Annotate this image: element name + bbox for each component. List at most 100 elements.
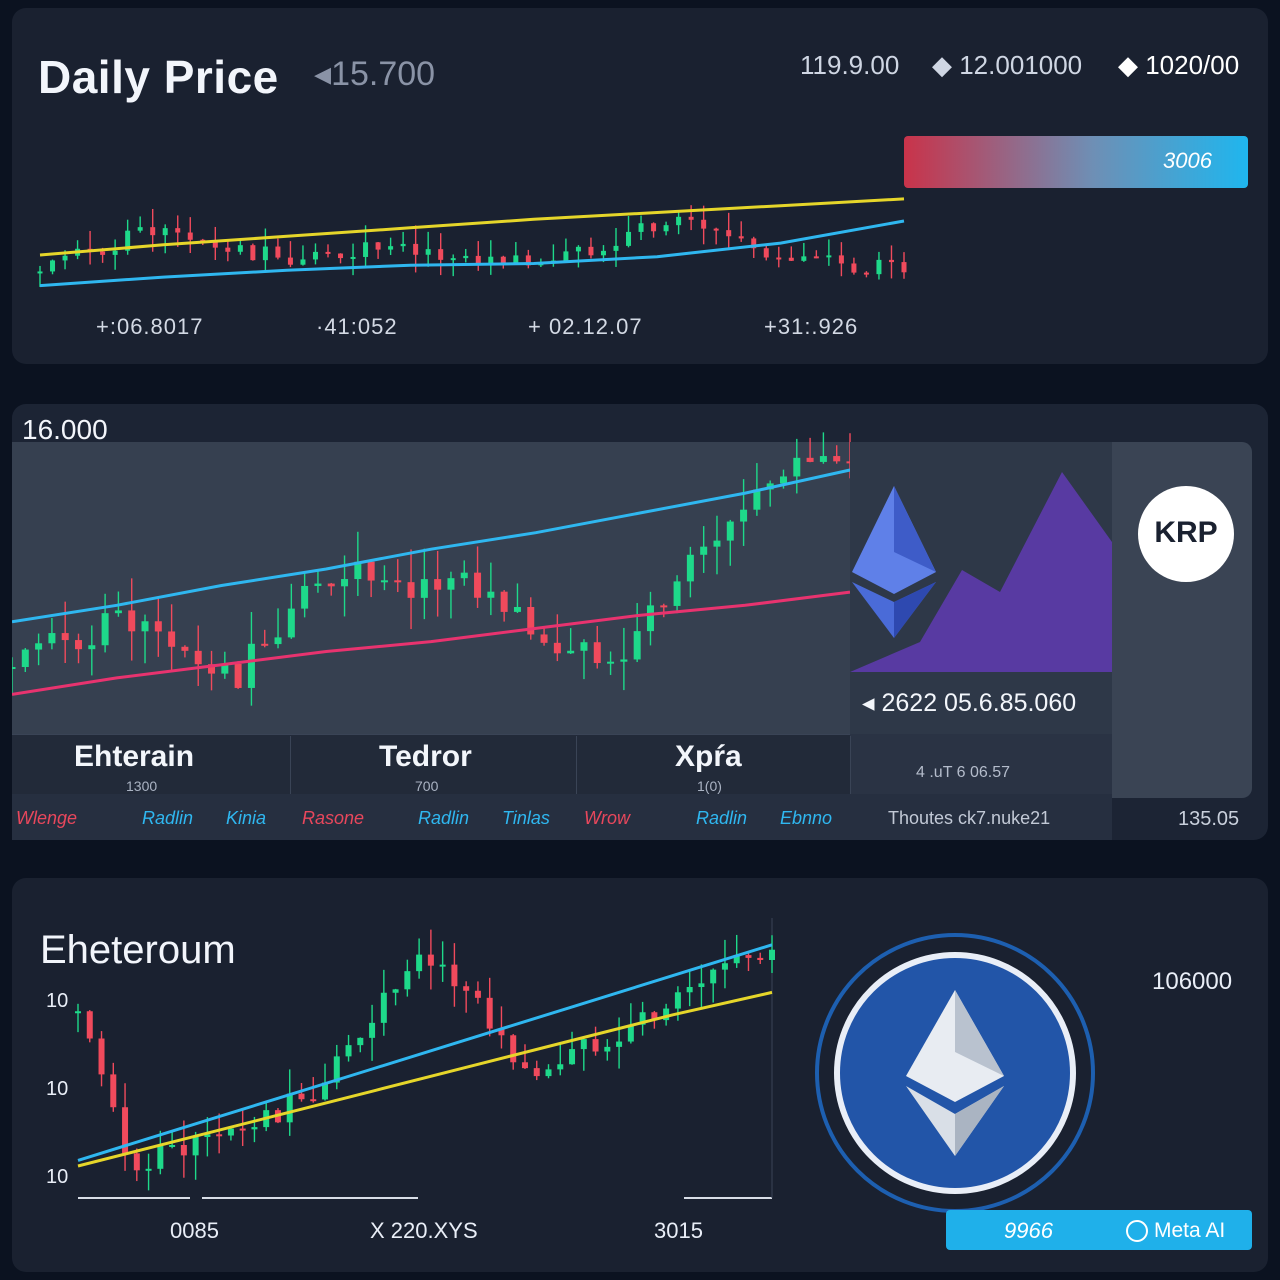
candle-body bbox=[338, 253, 344, 259]
candle-body bbox=[100, 251, 106, 255]
candle-body bbox=[12, 667, 16, 670]
panel-title: Daily Price bbox=[38, 51, 279, 103]
candle-body bbox=[545, 1069, 552, 1077]
candle-body bbox=[286, 1093, 293, 1123]
tab-tedror[interactable]: Tedror 700 bbox=[291, 736, 577, 794]
candle-body bbox=[367, 561, 375, 581]
candle-body bbox=[569, 1049, 576, 1065]
legend-3b: Radlin bbox=[696, 808, 748, 828]
candle-body bbox=[162, 228, 168, 236]
axis-top-label: 16.000 bbox=[22, 414, 108, 445]
meta-ai-button[interactable]: 9966 Meta AI bbox=[946, 1210, 1252, 1250]
legend-1a: Wlenge bbox=[16, 808, 78, 828]
candle-body bbox=[375, 242, 381, 250]
krp-badge[interactable]: KRP bbox=[1138, 486, 1234, 582]
current-price: ◂15.700 bbox=[314, 55, 436, 93]
trend-line bbox=[12, 468, 851, 624]
candle-body bbox=[404, 971, 411, 990]
candle-body bbox=[325, 251, 331, 254]
candle-body bbox=[301, 585, 309, 609]
candle-body bbox=[540, 634, 548, 643]
candle-body bbox=[168, 631, 176, 647]
candle-body bbox=[688, 216, 694, 220]
footer-note: Thoutes ck7.nuke21 bbox=[888, 808, 1051, 828]
candle-body bbox=[733, 955, 740, 964]
candle-body bbox=[62, 255, 68, 261]
candle-body bbox=[567, 650, 575, 654]
candle-body bbox=[114, 610, 122, 614]
tab-xpra[interactable]: Xpŕa 1(0) bbox=[577, 736, 851, 794]
candle-body bbox=[86, 1011, 93, 1039]
candle-body bbox=[363, 242, 369, 257]
candle-body bbox=[237, 245, 243, 252]
candle-body bbox=[35, 643, 43, 650]
candle-body bbox=[312, 251, 318, 260]
stat-1: 119.9.00 bbox=[800, 50, 900, 80]
ethereum-coin-icon[interactable] bbox=[812, 928, 1102, 1218]
candle-body bbox=[751, 238, 757, 249]
tab-ehterain[interactable]: Ehterain 1300 bbox=[12, 736, 291, 794]
tab-sub: 700 bbox=[415, 778, 439, 794]
candle-body bbox=[700, 546, 708, 555]
price-gradient-bar[interactable]: 3006 bbox=[904, 136, 1248, 188]
daily-price-chart bbox=[37, 197, 907, 288]
candle-body bbox=[154, 621, 162, 632]
candle-body bbox=[322, 1082, 329, 1100]
candle-body bbox=[463, 986, 470, 991]
candle-body bbox=[192, 1137, 199, 1156]
candle-body bbox=[380, 580, 388, 583]
candle-body bbox=[345, 1045, 352, 1057]
candle-body bbox=[674, 992, 681, 1009]
daily-price-panel: Daily Price ◂15.700 119.9.00 ◆ 12.001000… bbox=[12, 8, 1268, 364]
candle-body bbox=[738, 236, 744, 239]
eth-sub-card: 4 .uT 6 06.57 bbox=[850, 734, 1112, 794]
candle-body bbox=[500, 256, 506, 264]
candle-body bbox=[357, 1037, 364, 1046]
candle-body bbox=[851, 263, 857, 273]
candle-body bbox=[61, 633, 69, 641]
trend-line bbox=[12, 590, 851, 696]
legend-2a: Rasone bbox=[302, 808, 365, 828]
candle-body bbox=[901, 262, 907, 273]
candle-body bbox=[439, 964, 446, 967]
candle-body bbox=[194, 650, 202, 665]
tab-label: Tedror bbox=[379, 740, 472, 773]
market-chart bbox=[12, 432, 852, 706]
eth-card[interactable]: ◂ 2622 05.6.85.060 bbox=[850, 442, 1112, 734]
candle-body bbox=[673, 581, 681, 606]
candle-body bbox=[486, 997, 493, 1029]
candle-body bbox=[646, 605, 654, 632]
candle-body bbox=[239, 1128, 246, 1131]
candle-body bbox=[125, 230, 131, 251]
candle-body bbox=[713, 228, 719, 231]
candle-body bbox=[888, 259, 894, 263]
krp-column: KRP bbox=[1112, 442, 1252, 798]
corner-value: 135.05 bbox=[1178, 808, 1240, 830]
candle-body bbox=[180, 1145, 187, 1156]
candle-body bbox=[221, 663, 229, 674]
candle-body bbox=[212, 241, 218, 248]
candle-body bbox=[487, 591, 495, 598]
candle-body bbox=[262, 246, 268, 261]
candle-body bbox=[838, 255, 844, 264]
candle-body bbox=[460, 572, 468, 579]
candle-body bbox=[474, 572, 482, 598]
candle-body bbox=[763, 248, 769, 258]
trend-line bbox=[39, 197, 905, 257]
candle-body bbox=[112, 250, 118, 255]
candle-body bbox=[341, 579, 349, 587]
candle-body bbox=[753, 489, 761, 510]
meta-ai-icon bbox=[1126, 1220, 1148, 1242]
candle-body bbox=[813, 256, 819, 259]
krp-badge-label: KRP bbox=[1154, 516, 1218, 549]
candle-body bbox=[639, 1012, 646, 1025]
candle-body bbox=[450, 258, 456, 261]
eheteroum-chart bbox=[75, 918, 775, 1199]
candle-body bbox=[354, 561, 362, 580]
tab-label: Ehterain bbox=[74, 740, 195, 773]
side-value: 106000 bbox=[1152, 968, 1233, 995]
candle-body bbox=[604, 1046, 611, 1052]
candle-body bbox=[819, 456, 827, 462]
candle-body bbox=[187, 232, 193, 240]
trend-line bbox=[77, 943, 773, 1162]
